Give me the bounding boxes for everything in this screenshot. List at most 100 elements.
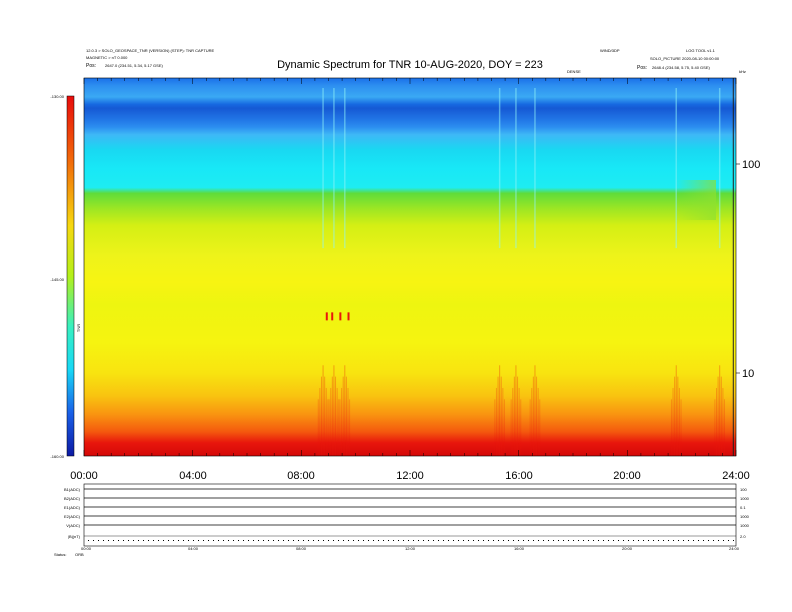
- header-left-pos-label: Pos:: [86, 63, 96, 69]
- lower-row-label-e2: E2(ADC): [64, 514, 81, 519]
- lower-row-right-b: 2.0: [740, 534, 746, 539]
- lower-trace-dot: [333, 540, 334, 541]
- lower-trace-dot: [728, 540, 729, 541]
- lower-footer-value: ORB: [75, 552, 84, 557]
- x-tick-1200: 12:00: [396, 470, 424, 482]
- colorbar-tick-top: -130.00: [50, 94, 64, 99]
- x-tick-0800: 08:00: [287, 470, 315, 482]
- lower-trace-dot: [503, 540, 504, 541]
- header-right-line1b: LOG TOOL v1.1: [686, 48, 716, 53]
- lower-trace-dot: [683, 540, 684, 541]
- burst-5: [529, 88, 541, 456]
- lower-trace-dot: [668, 540, 669, 541]
- header-corner-small: kHz: [739, 69, 746, 74]
- x-tick-marks: [83, 78, 737, 456]
- lower-trace-dot: [178, 540, 179, 541]
- lower-trace-dot: [248, 540, 249, 541]
- lower-trace-dot: [423, 540, 424, 541]
- lower-trace-dot: [298, 540, 299, 541]
- burst-mark-0: [325, 312, 328, 321]
- lower-trace-dot: [598, 540, 599, 541]
- lower-trace-dot: [643, 540, 644, 541]
- lower-trace-dot: [568, 540, 569, 541]
- lower-trace-dot: [558, 540, 559, 541]
- lower-trace-dot: [393, 540, 394, 541]
- x-tick-2000: 20:00: [613, 470, 641, 482]
- lower-trace-dot: [593, 540, 594, 541]
- lower-trace-dot: [103, 540, 104, 541]
- lower-trace-dot: [498, 540, 499, 541]
- x-tick-0400: 04:00: [179, 470, 207, 482]
- lower-trace-dot: [483, 540, 484, 541]
- lower-trace-dot: [188, 540, 189, 541]
- lower-trace-dot: [313, 540, 314, 541]
- lower-x-0400: 04:00: [188, 546, 199, 551]
- lower-trace-dot: [173, 540, 174, 541]
- header-right-line1a: WIND/3DP: [600, 48, 620, 53]
- spectrogram-background: [84, 78, 736, 456]
- lower-trace-dot: [458, 540, 459, 541]
- lower-trace-dot: [213, 540, 214, 541]
- lower-trace-dot: [93, 540, 94, 541]
- burst-mark-1: [331, 312, 334, 321]
- lower-trace-dot: [288, 540, 289, 541]
- lower-footer-label: Status:: [54, 552, 66, 557]
- lower-trace-dot: [673, 540, 674, 541]
- lower-x-0000: 00:00: [81, 546, 92, 551]
- lower-trace-dot: [233, 540, 234, 541]
- burst-4: [510, 88, 522, 456]
- lower-trace-dot: [203, 540, 204, 541]
- lower-trace-dot: [508, 540, 509, 541]
- lower-trace-dot: [578, 540, 579, 541]
- spectrogram: [83, 77, 737, 457]
- lower-trace-dot: [448, 540, 449, 541]
- lower-row-label-b1: B1(ADC): [64, 487, 81, 492]
- header-center-small: DENSE: [567, 69, 581, 74]
- lower-trace-dot: [648, 540, 649, 541]
- lower-trace-dot: [158, 540, 159, 541]
- lower-x-0800: 08:00: [296, 546, 307, 551]
- lower-x-1600: 16:00: [514, 546, 525, 551]
- lower-trace-dot: [143, 540, 144, 541]
- lower-trace-dot: [263, 540, 264, 541]
- burst-layer: [317, 78, 734, 456]
- lower-trace-dot: [88, 540, 89, 541]
- lower-trace-dot: [283, 540, 284, 541]
- lower-trace-dot: [518, 540, 519, 541]
- lower-trace-dot: [268, 540, 269, 541]
- lower-trace-dot: [703, 540, 704, 541]
- lower-trace-dot: [303, 540, 304, 541]
- lower-row-label-b2: B2(ADC): [64, 496, 81, 501]
- lower-trace-dot: [363, 540, 364, 541]
- lower-row-label-e1: E1(ADC): [64, 505, 81, 510]
- lower-trace-dot: [373, 540, 374, 541]
- lower-trace-dot: [693, 540, 694, 541]
- burst-3: [494, 88, 505, 456]
- header-left-pos-value: 2647.0 (234.51, 5.34, 5.17 GSE): [105, 63, 163, 68]
- lower-trace-dot: [553, 540, 554, 541]
- lower-row-right-b2: 1000: [740, 496, 750, 501]
- lower-trace-dot: [688, 540, 689, 541]
- lower-row-right-e1: 0.1: [740, 505, 746, 510]
- x-tick-2400: 24:00: [722, 470, 750, 482]
- colorbar-tick-bottom: -160.00: [50, 454, 64, 459]
- chart-title: Dynamic Spectrum for TNR 10-AUG-2020, DO…: [277, 59, 543, 71]
- lower-trace-dot: [523, 540, 524, 541]
- lower-trace-dot: [433, 540, 434, 541]
- lower-trace-dot: [488, 540, 489, 541]
- burst-2: [339, 88, 351, 456]
- lower-trace-dot: [308, 540, 309, 541]
- colorbar: [66, 95, 75, 457]
- lower-trace-dot: [163, 540, 164, 541]
- lower-trace-dot: [623, 540, 624, 541]
- lower-trace-dot: [378, 540, 379, 541]
- lower-trace-dot: [148, 540, 149, 541]
- lower-trace-dot: [493, 540, 494, 541]
- lower-trace-dot: [463, 540, 464, 541]
- lower-trace-dot: [533, 540, 534, 541]
- lower-trace-dot: [613, 540, 614, 541]
- lower-trace-dot: [348, 540, 349, 541]
- lower-trace-dot: [328, 540, 329, 541]
- lower-trace-dot: [428, 540, 429, 541]
- lower-trace-dot: [663, 540, 664, 541]
